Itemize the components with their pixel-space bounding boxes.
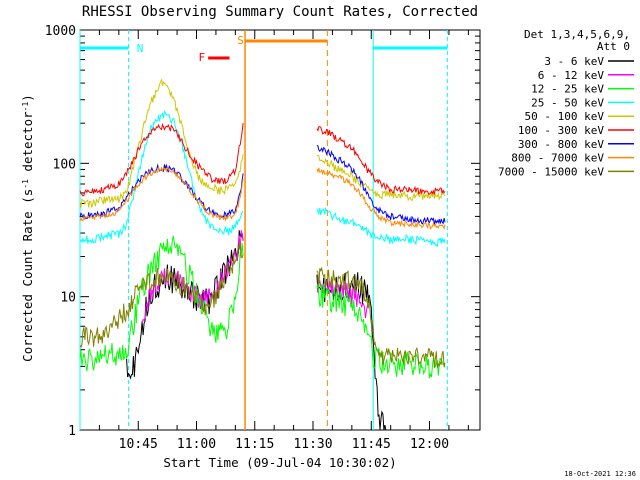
legend-title: Det 1,3,4,5,6,9, <box>524 28 630 41</box>
legend-entry-label: 300 - 800 keV <box>518 138 604 151</box>
legend-entry-label: 12 - 25 keV <box>531 83 604 96</box>
legend-entry-label: 3 - 6 keV <box>544 55 604 68</box>
series-line <box>79 165 244 222</box>
legend-title: Att 0 <box>597 40 630 53</box>
y-axis-label-sup1: -1 <box>21 179 30 189</box>
series-line <box>79 79 244 209</box>
legend-entry-label: 800 - 7000 keV <box>511 152 604 165</box>
series-line <box>316 167 446 231</box>
series-line <box>316 126 446 196</box>
legend-entry-label: 100 - 300 keV <box>518 124 604 137</box>
night-label: N <box>137 42 144 55</box>
legend-entry-label: 7000 - 15000 keV <box>498 165 604 178</box>
legend-entry-label: 6 - 12 keV <box>538 69 605 82</box>
plot-area: 1 10 100 1000 10:45 11:00 11:15 11:30 11:45 12:00… <box>45 24 481 452</box>
x-tick-label: 10:45 <box>119 437 158 452</box>
y-tick-label: 100 <box>53 157 76 172</box>
x-tick-label: 11:00 <box>177 437 216 452</box>
y-tick-label: 1 <box>68 424 76 439</box>
saa-label: S <box>237 34 244 47</box>
x-axis-label: Start Time (09-Jul-04 10:30:02) <box>163 455 396 470</box>
y-axis-label-sup2: -1 <box>21 102 30 112</box>
legend-entry-label: 50 - 100 keV <box>525 110 605 123</box>
x-tick-label: 11:45 <box>352 437 391 452</box>
series-line <box>79 109 244 245</box>
series-line <box>316 266 446 368</box>
series-line <box>79 235 244 372</box>
flare-label: F <box>198 51 205 64</box>
x-tick-label: 11:30 <box>293 437 332 452</box>
y-axis-label-mid: detector <box>20 111 35 179</box>
series-line <box>316 144 446 225</box>
series-line <box>126 230 244 380</box>
x-tick-label: 12:00 <box>410 437 449 452</box>
y-tick-label: 1000 <box>45 24 76 39</box>
legend-entry-label: 25 - 50 keV <box>531 96 604 109</box>
x-tick-label: 11:15 <box>235 437 274 452</box>
series-line <box>79 241 244 349</box>
y-axis-label-main: Corrected Count Rate (s <box>20 189 35 362</box>
chart-title: RHESSI Observing Summary Count Rates, Co… <box>82 4 478 20</box>
generated-timestamp: 18-Oct-2021 12:36 <box>564 470 636 478</box>
series-line <box>79 122 244 197</box>
y-axis-label: Corrected Count Rate (s-1 detector-1) <box>20 94 35 362</box>
y-axis-label-end: ) <box>20 94 35 102</box>
series-line <box>316 206 446 248</box>
series-line <box>141 230 244 324</box>
series-line <box>316 278 368 319</box>
series-line <box>316 154 446 202</box>
y-tick-label: 10 <box>60 291 76 306</box>
series-line <box>316 283 446 379</box>
